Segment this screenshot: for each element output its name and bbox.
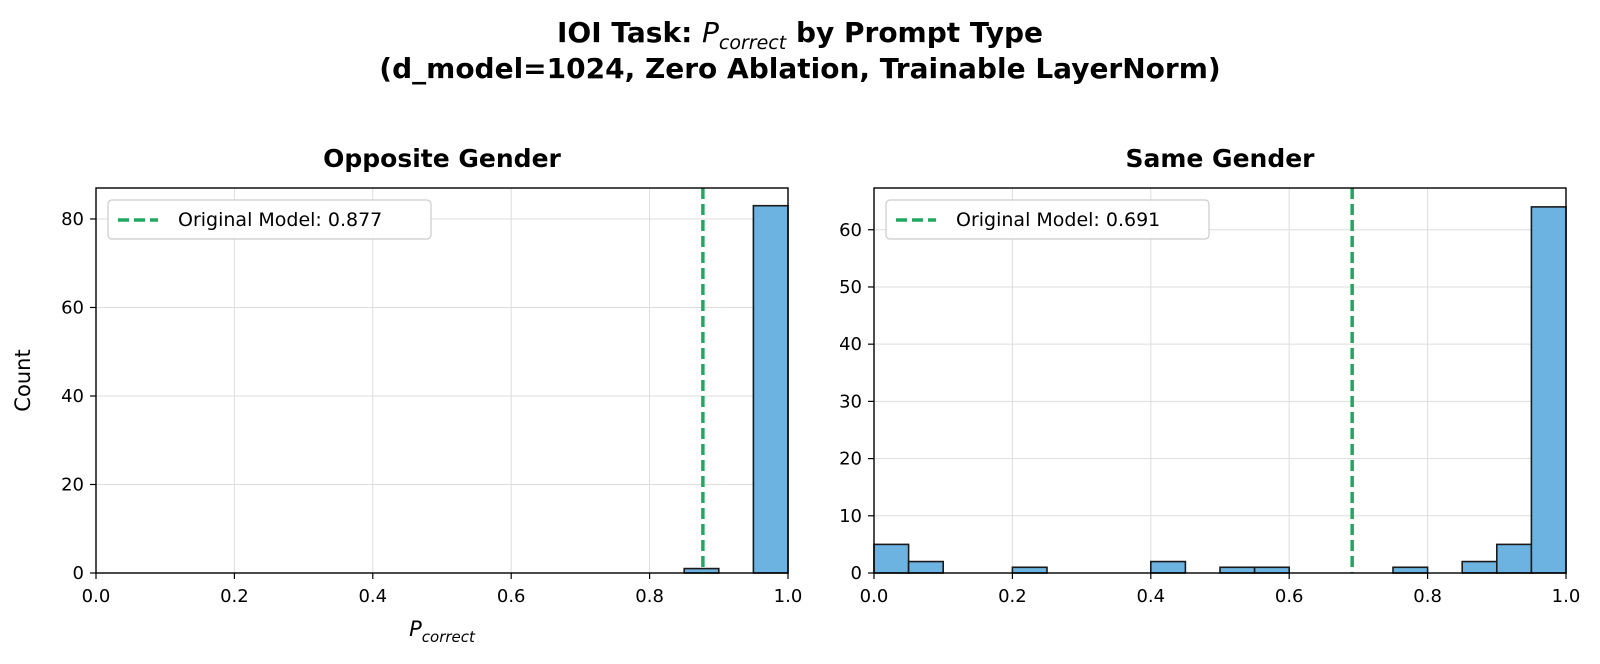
y-tick-label: 30 bbox=[839, 391, 862, 412]
histogram-bar bbox=[907, 560, 944, 574]
histogram-bar bbox=[1461, 560, 1498, 574]
x-axis-label-base: P bbox=[409, 617, 422, 641]
x-tick-label: 1.0 bbox=[1552, 586, 1581, 607]
histogram-bar bbox=[1011, 566, 1048, 574]
chart-panel-2: 0.0 0.2 0.4 0.6 0.8 1.0 0 10 20 30 40 50 60 Same Gend… bbox=[839, 144, 1580, 607]
y-tick-label: 20 bbox=[839, 449, 862, 470]
legend-box bbox=[885, 199, 1210, 240]
axes-frame bbox=[95, 187, 789, 574]
x-tick-label: 0.6 bbox=[497, 586, 526, 607]
x-tick-label: 0.4 bbox=[1136, 586, 1165, 607]
y-tick-label: 10 bbox=[839, 506, 862, 527]
figure-title-line2: (d_model=1024, Zero Ablation, Trainable … bbox=[379, 52, 1220, 85]
x-tick-label: 0.4 bbox=[358, 586, 387, 607]
y-tick-label: 0 bbox=[73, 563, 84, 584]
x-axis-label: Pcorrect bbox=[409, 617, 476, 646]
y-tick-label: 60 bbox=[61, 297, 84, 318]
x-tick-label: 0.2 bbox=[998, 586, 1027, 607]
histogram-bar bbox=[1530, 206, 1567, 574]
x-tick-label: 0.0 bbox=[82, 586, 111, 607]
legend-label: Original Model: 0.877 bbox=[178, 209, 382, 231]
histogram-bar bbox=[1496, 543, 1533, 574]
y-tick-label: 80 bbox=[61, 209, 84, 230]
figure-title-math-sub: correct bbox=[719, 32, 788, 54]
x-axis-label-sub: correct bbox=[422, 628, 476, 646]
legend: Original Model: 0.877 bbox=[107, 199, 432, 240]
x-tick-label: 0.2 bbox=[220, 586, 249, 607]
chart-panel-1: 0.0 0.2 0.4 0.6 0.8 1.0 0 20 40 60 80 Opposite Gend… bbox=[11, 144, 802, 646]
x-tick-label: 0.0 bbox=[860, 586, 889, 607]
legend-box bbox=[107, 199, 432, 240]
x-tick-label: 0.8 bbox=[635, 586, 664, 607]
figure-title-line1: IOI Task: Pcorrect by Prompt Type bbox=[557, 16, 1043, 54]
y-tick-label: 50 bbox=[839, 277, 862, 298]
x-tick-label: 1.0 bbox=[774, 586, 803, 607]
y-tick-label: 20 bbox=[61, 474, 84, 495]
y-tick-label: 40 bbox=[839, 334, 862, 355]
histogram-bar bbox=[1150, 560, 1187, 574]
y-axis-label: Count bbox=[11, 349, 35, 411]
figure-title-prefix: IOI Task: bbox=[557, 16, 702, 49]
panel-title: Opposite Gender bbox=[323, 144, 561, 173]
histogram-bar bbox=[1392, 566, 1429, 574]
histogram-bar bbox=[1253, 566, 1290, 574]
x-tick-label: 0.8 bbox=[1413, 586, 1442, 607]
legend: Original Model: 0.691 bbox=[885, 199, 1210, 240]
figure-title-math-base: P bbox=[702, 16, 719, 49]
histogram-bar bbox=[873, 543, 910, 574]
legend-label: Original Model: 0.691 bbox=[956, 209, 1160, 231]
axes-frame bbox=[873, 187, 1567, 574]
figure-title-suffix: by Prompt Type bbox=[786, 16, 1043, 49]
y-tick-label: 0 bbox=[851, 563, 862, 584]
panel-title: Same Gender bbox=[1125, 144, 1315, 173]
histogram-bar bbox=[752, 204, 789, 574]
y-tick-label: 40 bbox=[61, 386, 84, 407]
y-tick-label: 60 bbox=[839, 220, 862, 241]
x-tick-label: 0.6 bbox=[1275, 586, 1304, 607]
plots-container: 0.0 0.2 0.4 0.6 0.8 1.0 0 20 40 60 80 Opposite Gend… bbox=[11, 144, 1580, 646]
histogram-bar bbox=[1219, 566, 1256, 574]
